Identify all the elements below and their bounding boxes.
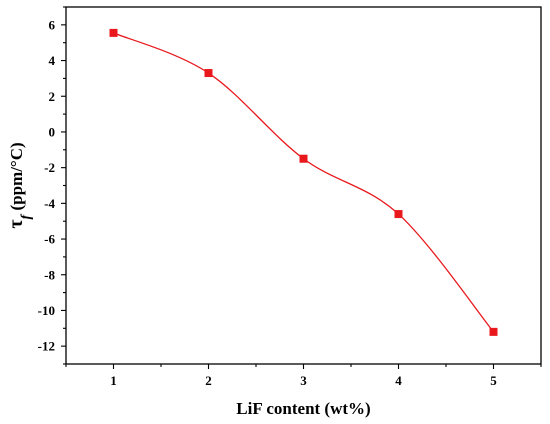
data-point <box>489 327 498 336</box>
data-point <box>394 210 403 219</box>
y-tick-label: 0 <box>49 124 56 139</box>
data-point <box>299 154 308 163</box>
y-tick-label: 4 <box>49 53 56 68</box>
y-axis-label-symbol: τ <box>5 219 27 228</box>
y-tick-label: -10 <box>38 303 55 318</box>
y-tick-label: -6 <box>44 232 55 247</box>
x-tick-label: 1 <box>110 373 117 388</box>
x-axis-label: LiF content (wt%) <box>236 399 370 418</box>
y-tick-label: -4 <box>44 196 55 211</box>
x-tick-label: 2 <box>205 373 212 388</box>
y-tick-label: -12 <box>38 339 55 354</box>
plot-frame <box>65 6 542 365</box>
y-axis-label-subscript: f <box>19 213 34 219</box>
y-axis: 6 4 2 0 -2 -4 -6 -8 -10 -12 <box>38 6 66 365</box>
x-tick-label: 5 <box>490 373 497 388</box>
y-tick-label: -2 <box>44 160 55 175</box>
x-tick-label: 3 <box>300 373 307 388</box>
y-tick-label: 2 <box>49 89 56 104</box>
y-tick-label: 6 <box>49 17 56 32</box>
x-tick-label: 4 <box>395 373 402 388</box>
data-point <box>204 69 213 78</box>
x-axis: 1 2 3 4 5 <box>65 364 542 388</box>
data-point <box>109 28 118 37</box>
series-markers <box>109 28 498 336</box>
plot-border <box>65 6 542 365</box>
y-axis-label-unit: (ppm/°C) <box>7 142 26 214</box>
y-tick-label: -8 <box>44 267 55 282</box>
y-axis-label: τf (ppm/°C) <box>5 142 34 228</box>
series-line <box>113 32 495 333</box>
